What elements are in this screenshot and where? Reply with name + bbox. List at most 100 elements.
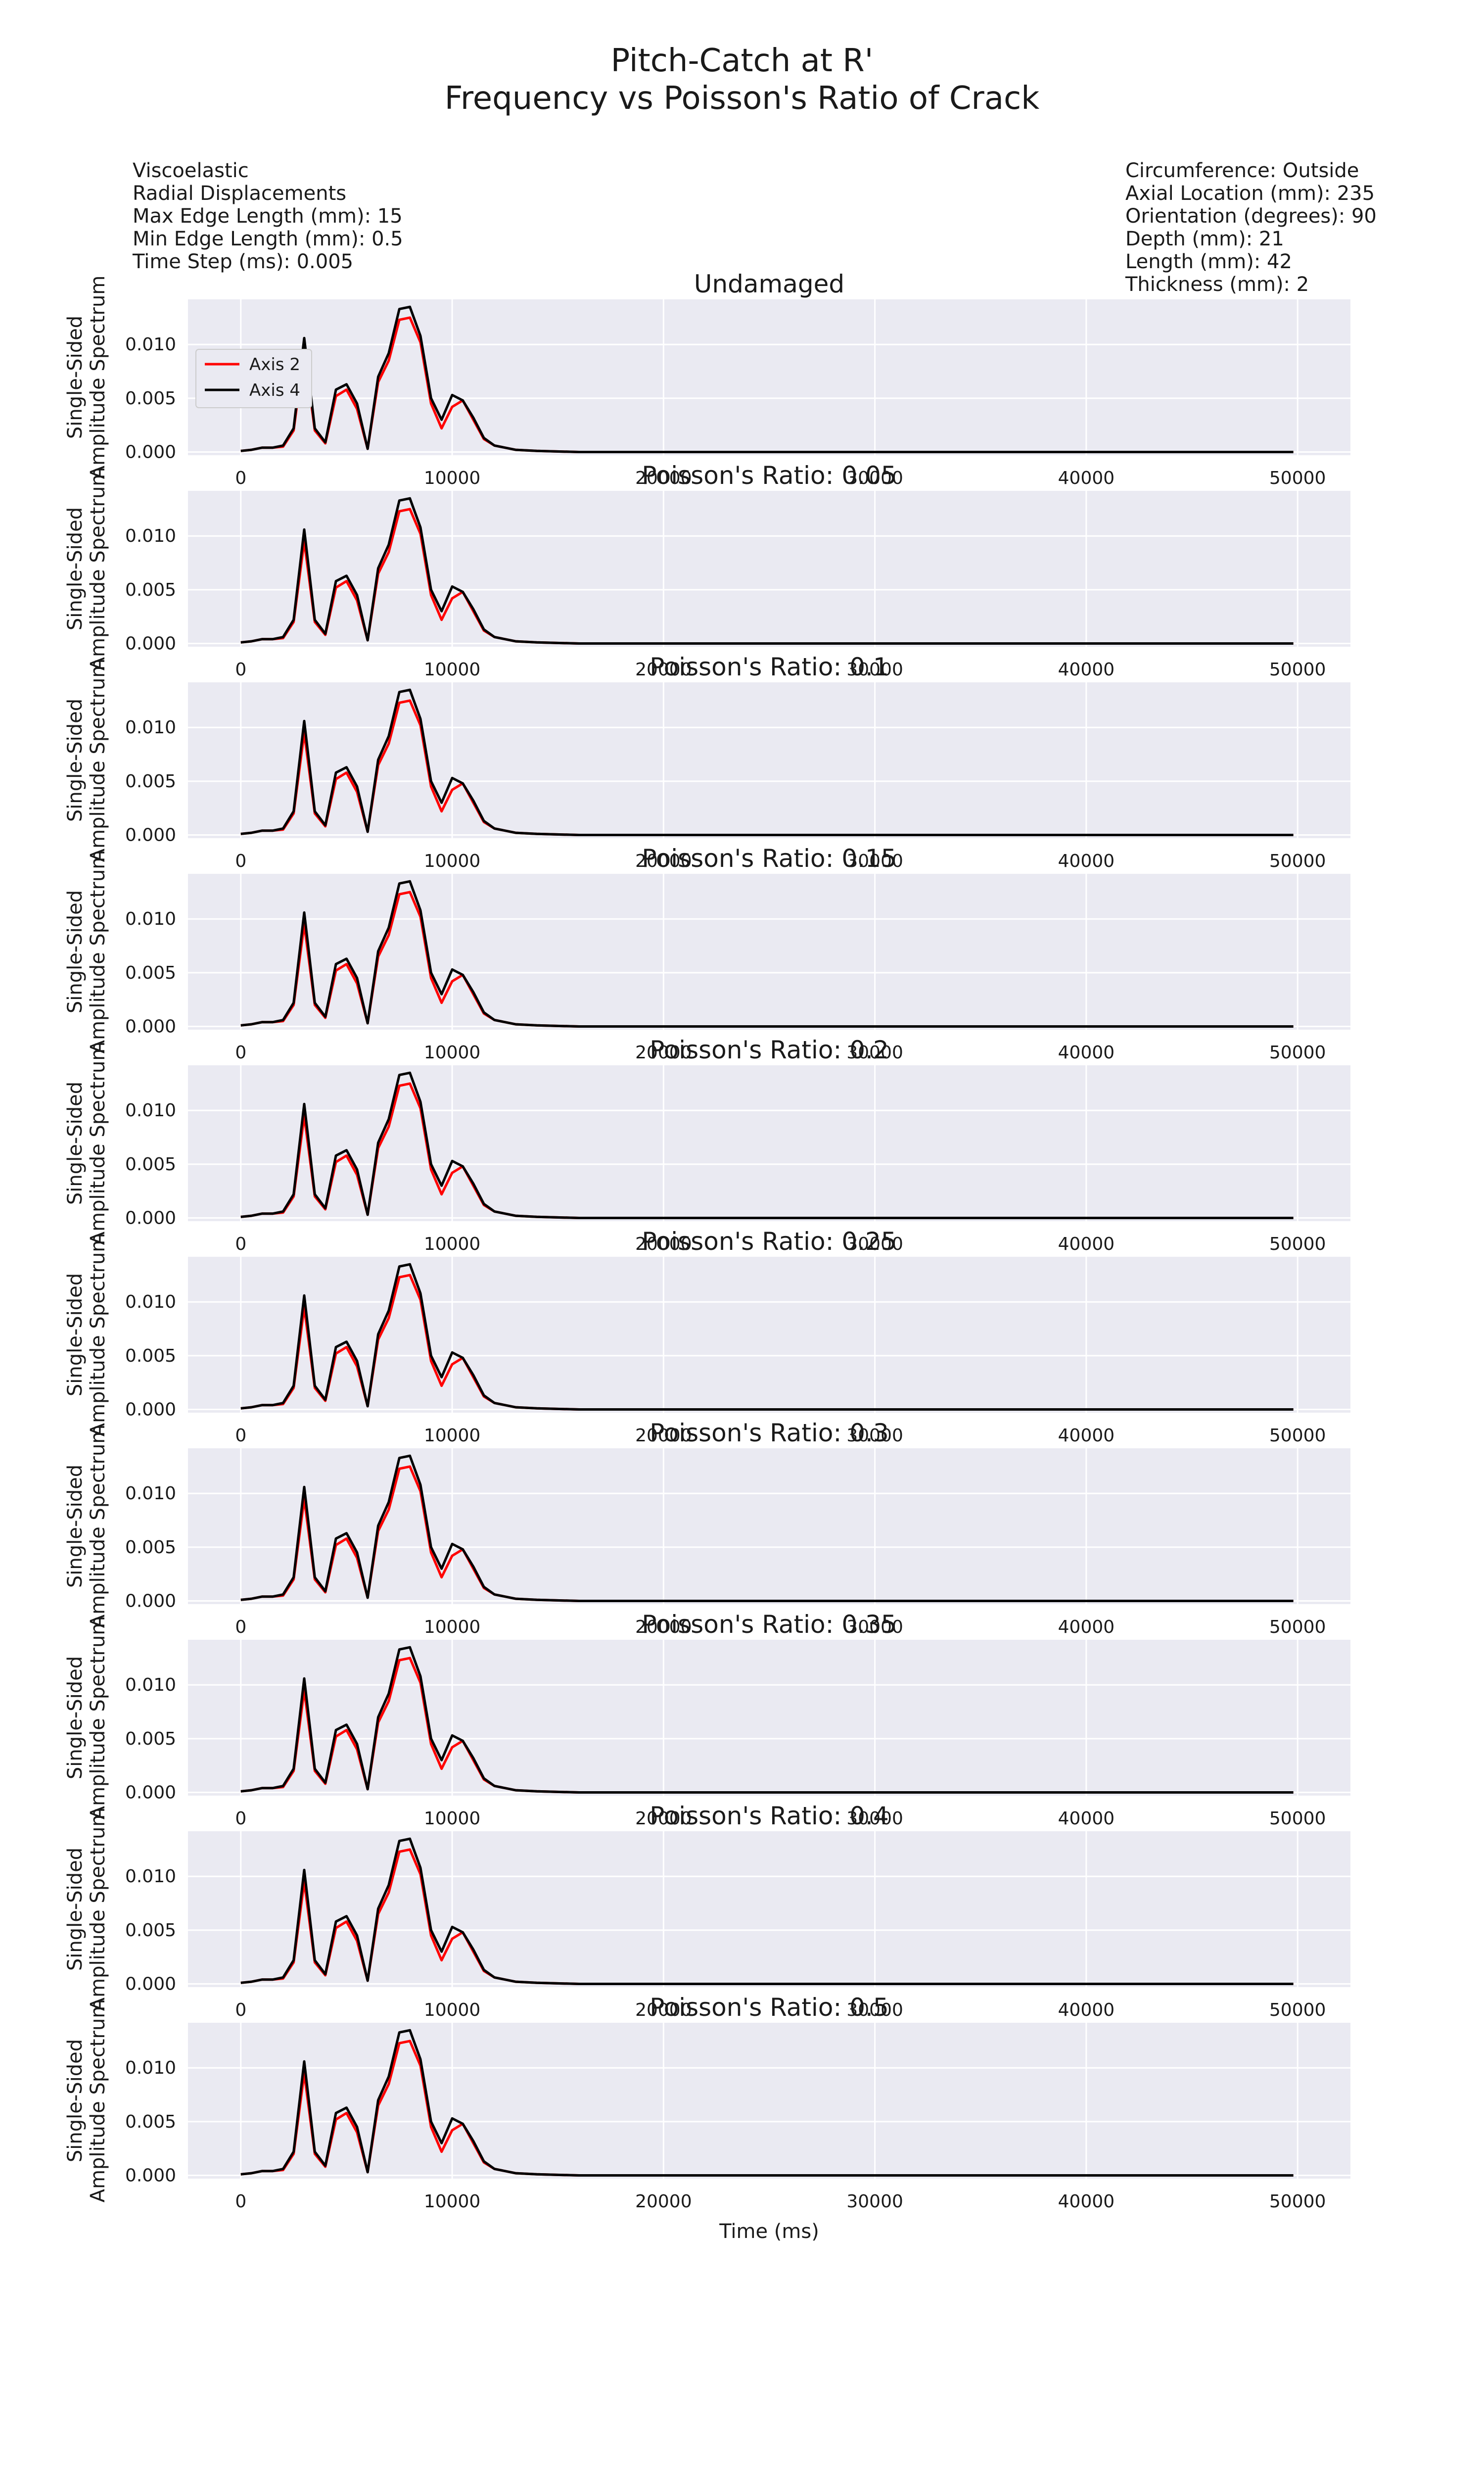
y-tick-label: 0.010 [125, 1675, 176, 1695]
series-line-axis-4 [240, 688, 1294, 836]
y-tick-label: 0.000 [125, 633, 176, 654]
x-tick-label: 30000 [846, 660, 903, 680]
x-tick-label: 30000 [846, 2000, 903, 2020]
panel-title: Poisson's Ratio: 0.15 [642, 844, 896, 873]
orientation: Orientation (degrees): 90 [1125, 205, 1377, 228]
y-axis-label-line-1: Single-Sided [64, 1848, 87, 1971]
x-tick-label: 10000 [424, 2191, 481, 2212]
y-tick-label: 0.010 [125, 717, 176, 738]
y-axis-label-line-2: Amplitude Spectrum [87, 1616, 109, 1820]
x-tick-label: 0 [235, 1043, 246, 1063]
subplot-panel: 0.000 0.005 0.010 0 10000 20000 30000 40000 5000… [64, 844, 1350, 1063]
material-model: Viscoelastic [133, 159, 249, 182]
simulation-parameters: Viscoelastic Radial Displacements Max Ed… [133, 159, 403, 273]
y-axis-label: Single-SidedAmplitude Spectrum [64, 1233, 109, 1437]
x-tick-label: 40000 [1058, 468, 1115, 488]
x-tick-label: 10000 [424, 1426, 481, 1446]
x-tick-label: 50000 [1269, 2191, 1326, 2212]
panel-title: Poisson's Ratio: 0.2 [649, 1036, 889, 1064]
x-tick-label: 20000 [635, 2191, 692, 2212]
x-tick-label: 0 [235, 1617, 246, 1637]
y-axis-label-line-1: Single-Sided [64, 316, 87, 439]
x-tick-label: 40000 [1058, 851, 1115, 871]
y-axis-label-line-1: Single-Sided [64, 1082, 87, 1205]
subplot-panel: 0.000 0.005 0.010 0 10000 20000 30000 40000 5000… [64, 1419, 1350, 1637]
x-tick-label: 0 [235, 2000, 246, 2020]
x-tick-label: 30000 [846, 1808, 903, 1829]
y-tick-label: 0.000 [125, 1782, 176, 1803]
panel-title: Poisson's Ratio: 0.3 [649, 1419, 889, 1447]
x-tick-label: 40000 [1058, 1043, 1115, 1063]
series-line-axis-4 [240, 497, 1294, 645]
y-tick-label: 0.005 [125, 1729, 176, 1749]
subplot-panel: 0.000 0.005 0.010 0 10000 20000 30000 40000 5000… [64, 1036, 1350, 1254]
min-edge-length: Min Edge Length (mm): 0.5 [133, 228, 403, 250]
x-tick-label: 0 [235, 468, 246, 488]
y-axis-label: Single-SidedAmplitude Spectrum [64, 1042, 109, 1245]
y-tick-label: 0.010 [125, 1292, 176, 1312]
x-tick-label: 40000 [1058, 1234, 1115, 1254]
x-tick-label: 50000 [1269, 1426, 1326, 1446]
x-tick-label: 50000 [1269, 1808, 1326, 1829]
legend: Axis 2 Axis 4 [195, 349, 312, 408]
series-line-axis-4 [240, 880, 1294, 1028]
y-tick-label: 0.000 [125, 442, 176, 462]
x-tick-label: 40000 [1058, 1808, 1115, 1829]
y-axis-label-line-1: Single-Sided [64, 507, 87, 630]
x-tick-label: 0 [235, 1234, 246, 1254]
x-tick-label: 10000 [424, 1234, 481, 1254]
y-tick-label: 0.005 [125, 771, 176, 792]
series-line-axis-4 [240, 305, 1294, 453]
subplot-panel: 0.000 0.005 0.010 0 10000 20000 30000 40000 5000… [64, 1802, 1350, 2020]
x-axis-label: Time (ms) [719, 2220, 819, 2243]
x-tick-label: 0 [235, 2191, 246, 2212]
x-tick-label: 40000 [1058, 1617, 1115, 1637]
x-tick-label: 50000 [1269, 1234, 1326, 1254]
x-tick-label: 30000 [846, 1426, 903, 1446]
x-tick-label: 0 [235, 1808, 246, 1829]
y-axis-label-line-1: Single-Sided [64, 699, 87, 822]
x-tick-label: 20000 [635, 1426, 692, 1446]
legend-label: Axis 2 [249, 355, 300, 375]
y-axis-label: Single-SidedAmplitude Spectrum [64, 659, 109, 862]
x-tick-label: 20000 [635, 468, 692, 488]
y-axis-label-line-2: Amplitude Spectrum [87, 467, 109, 671]
length: Length (mm): 42 [1125, 250, 1292, 273]
axial-location: Axial Location (mm): 235 [1125, 182, 1375, 205]
y-tick-label: 0.010 [125, 1100, 176, 1121]
y-tick-label: 0.000 [125, 1208, 176, 1228]
x-tick-label: 50000 [1269, 1617, 1326, 1637]
x-tick-label: 30000 [846, 2191, 903, 2212]
series-line-axis-4 [240, 1646, 1294, 1794]
x-tick-label: 10000 [424, 660, 481, 680]
x-tick-label: 40000 [1058, 2000, 1115, 2020]
y-axis-label: Single-SidedAmplitude Spectrum [64, 1999, 109, 2203]
x-tick-label: 0 [235, 660, 246, 680]
x-tick-label: 40000 [1058, 1426, 1115, 1446]
x-tick-label: 20000 [635, 1617, 692, 1637]
y-axis-label: Single-SidedAmplitude Spectrum [64, 1808, 109, 2011]
x-tick-label: 50000 [1269, 1043, 1326, 1063]
x-tick-label: 20000 [635, 1043, 692, 1063]
panel-title: Poisson's Ratio: 0.1 [649, 653, 889, 681]
series-line-axis-4 [240, 1071, 1294, 1219]
y-tick-label: 0.010 [125, 526, 176, 546]
thickness: Thickness (mm): 2 [1125, 273, 1309, 296]
y-axis-label: Single-SidedAmplitude Spectrum [64, 850, 109, 1054]
y-tick-label: 0.010 [125, 2058, 176, 2078]
y-tick-label: 0.005 [125, 388, 176, 409]
series-line-axis-4 [240, 1837, 1294, 1985]
y-axis-label-line-2: Amplitude Spectrum [87, 1999, 109, 2203]
y-tick-label: 0.000 [125, 1016, 176, 1037]
depth: Depth (mm): 21 [1125, 228, 1284, 250]
y-tick-label: 0.005 [125, 2112, 176, 2132]
y-tick-label: 0.005 [125, 1537, 176, 1558]
circumference: Circumference: Outside [1125, 159, 1359, 182]
y-axis-label-line-2: Amplitude Spectrum [87, 1042, 109, 1245]
x-tick-label: 30000 [846, 468, 903, 488]
y-axis-label-line-1: Single-Sided [64, 1273, 87, 1396]
panel-title: Poisson's Ratio: 0.25 [642, 1227, 896, 1256]
time-step: Time Step (ms): 0.005 [133, 250, 354, 273]
